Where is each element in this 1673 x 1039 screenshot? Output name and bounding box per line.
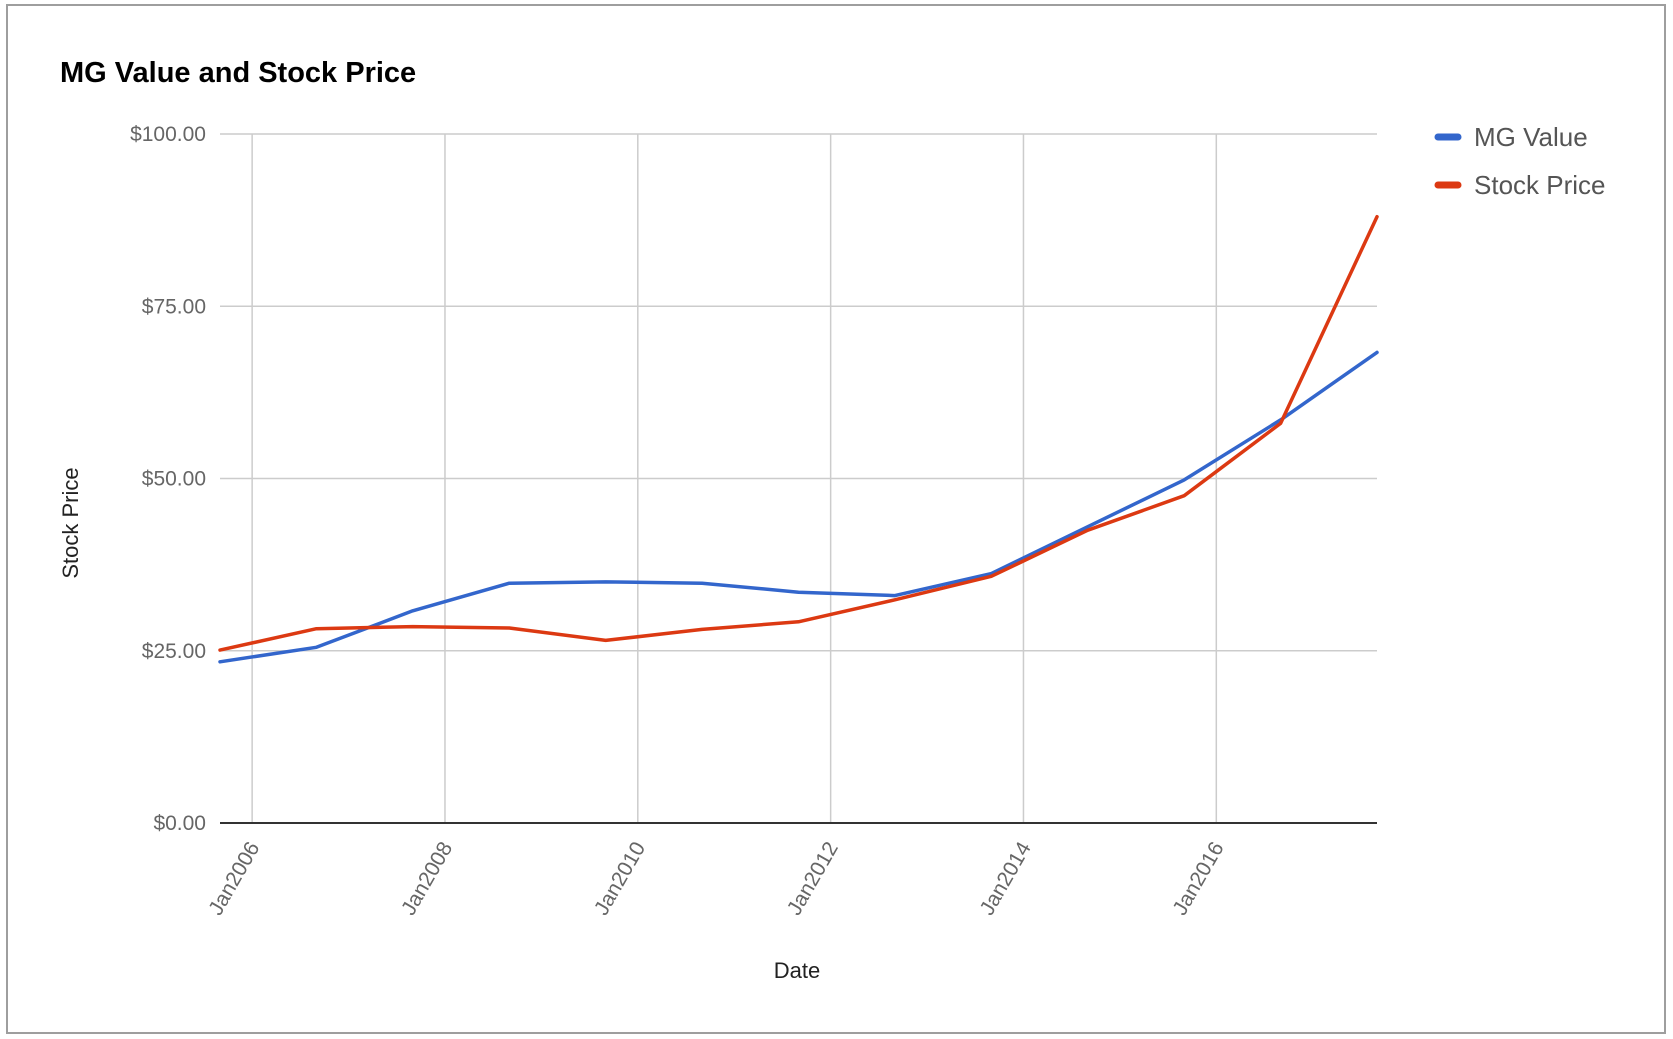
- x-tick-label: Jan2016: [1168, 838, 1228, 919]
- legend-label-stock-price: Stock Price: [1474, 170, 1606, 200]
- axis-layer: $0.00 $25.00 $50.00 $75.00 $100.00 Jan2006 Jan…: [130, 123, 1377, 919]
- chart-title: MG Value and Stock Price: [60, 57, 416, 89]
- y-tick-label: $75.00: [142, 295, 206, 318]
- x-tick-label: Jan2012: [783, 838, 843, 919]
- x-tick-label: Jan2010: [590, 838, 650, 919]
- legend-label-mg-value: MG Value: [1474, 122, 1588, 152]
- x-tick-label: Jan2006: [204, 838, 264, 919]
- x-axis-title: Date: [774, 958, 820, 983]
- y-tick-label: $100.00: [130, 123, 206, 146]
- series-line-mg-value: [218, 350, 1379, 664]
- legend: MG Value Stock Price: [1434, 122, 1606, 200]
- x-tick-label: Jan2014: [976, 838, 1036, 920]
- x-tick-label: Jan2008: [397, 838, 457, 919]
- y-tick-label: $25.00: [142, 640, 206, 663]
- y-tick-label: $50.00: [142, 468, 206, 491]
- series-layer: [218, 214, 1379, 664]
- grid-layer: [220, 133, 1377, 823]
- y-axis-title: Stock Price: [58, 467, 83, 578]
- series-line-stock-price: [218, 214, 1379, 652]
- chart-container[interactable]: [6, 4, 1666, 1034]
- y-tick-label: $0.00: [153, 812, 206, 835]
